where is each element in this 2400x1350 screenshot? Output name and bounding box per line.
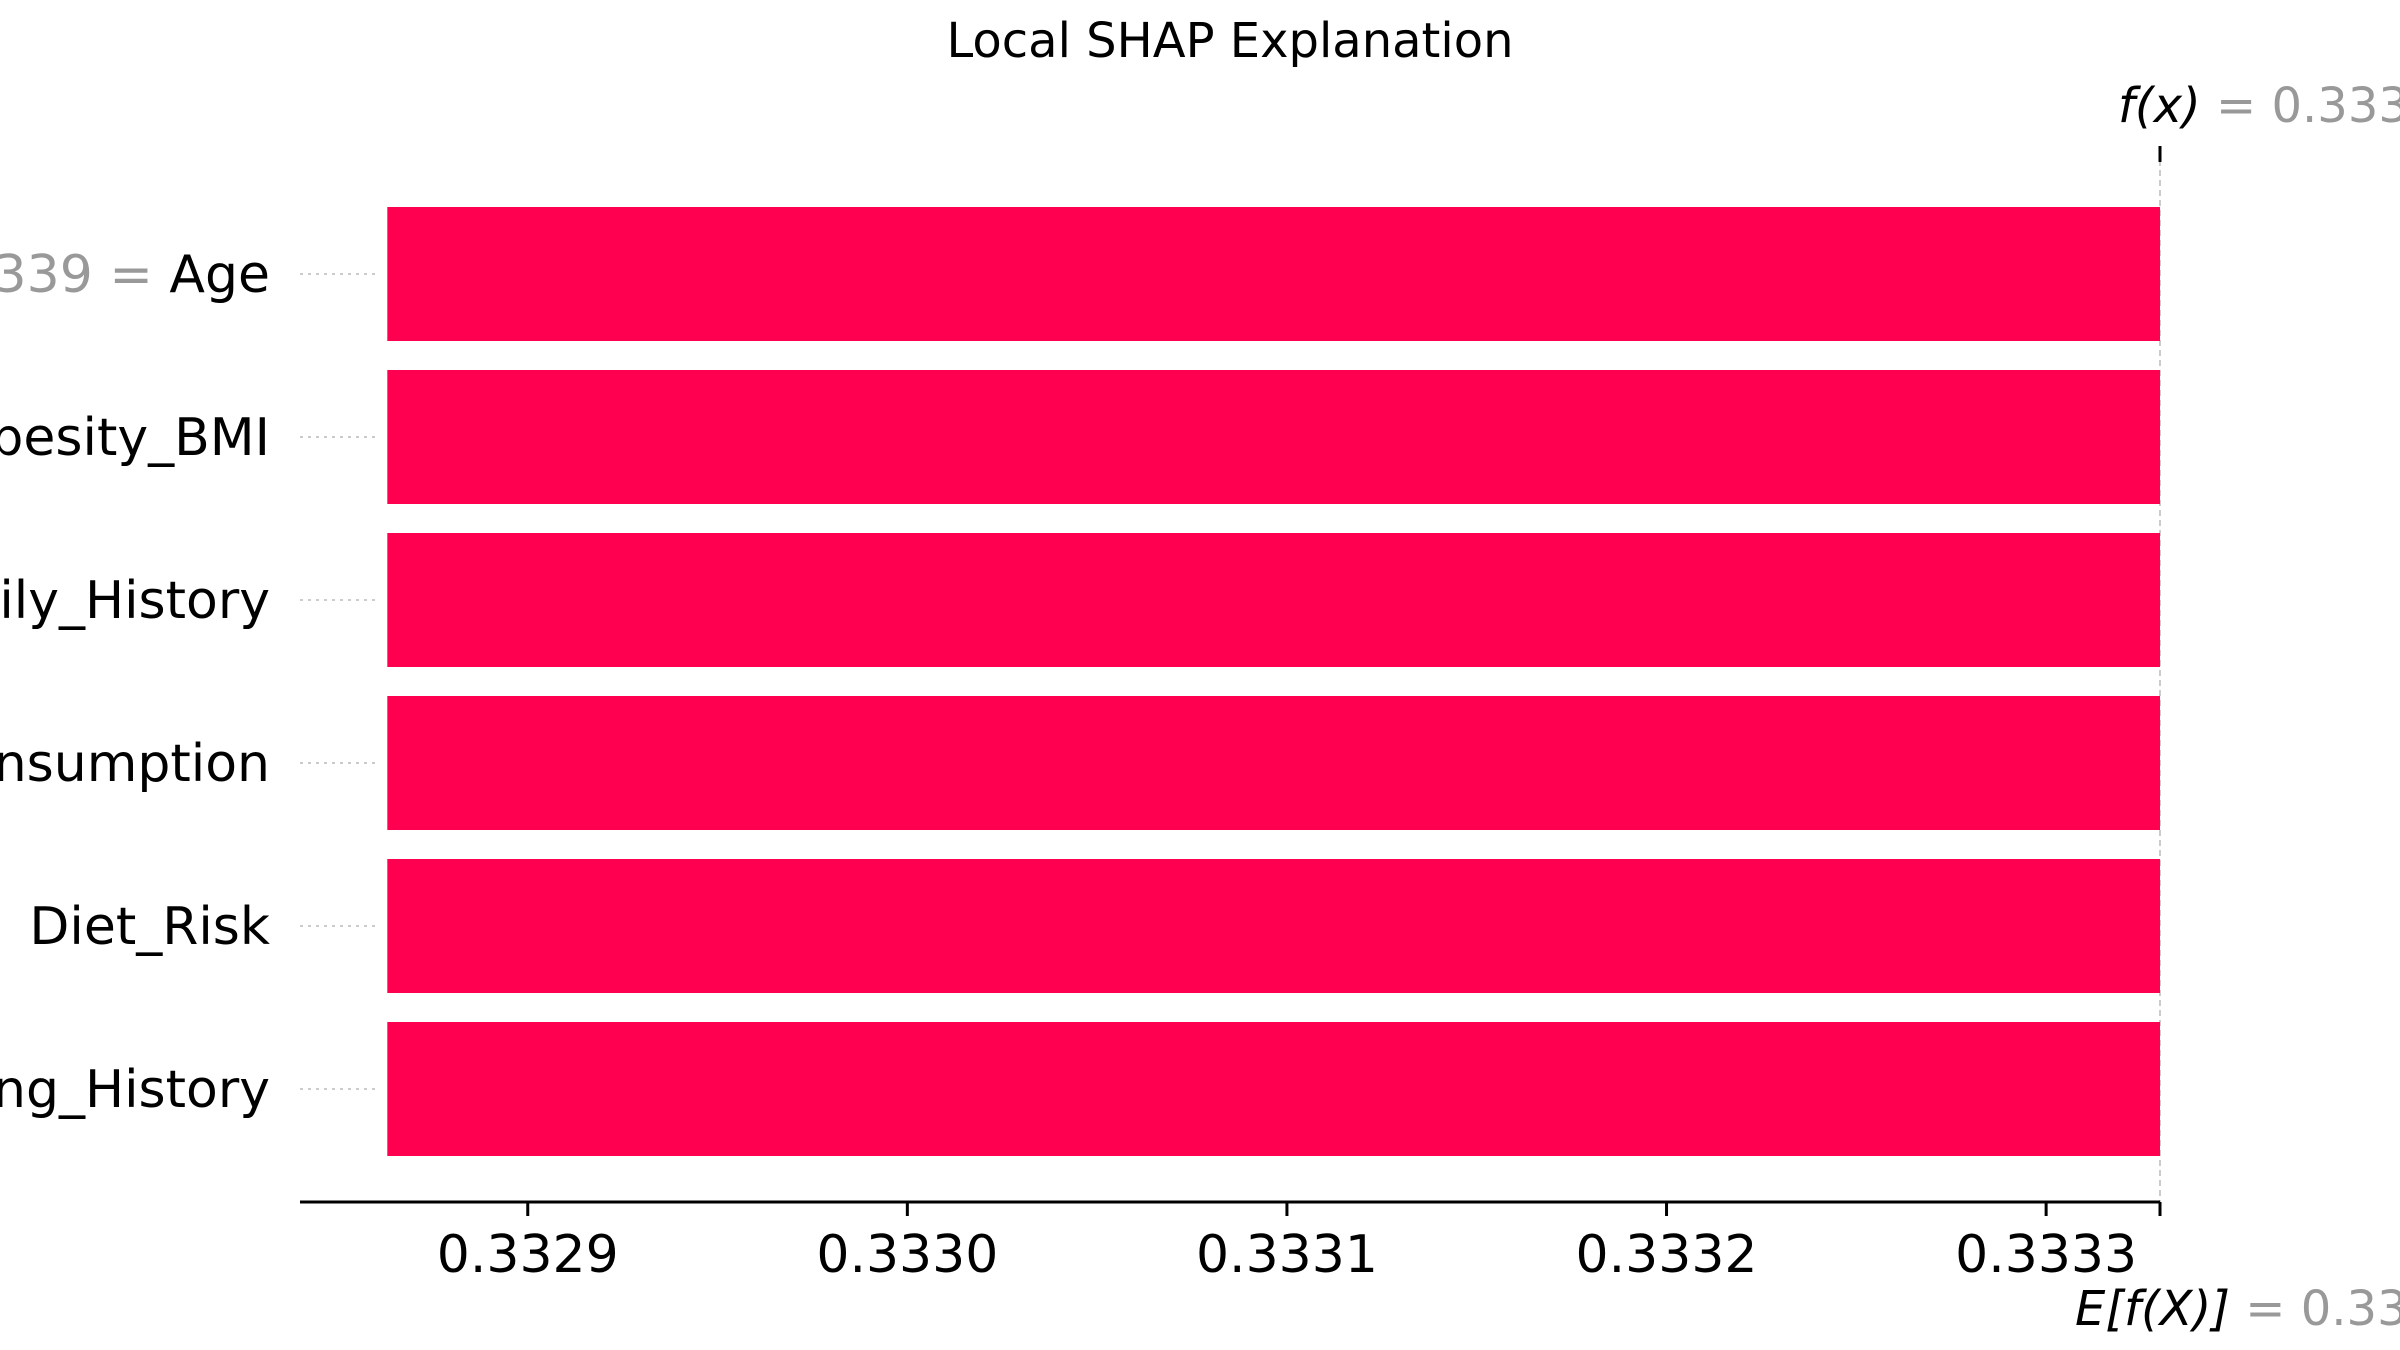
- feature-label-1: 339 = Age: [0, 245, 270, 305]
- x-tick-label-4: 0.3332: [1576, 1225, 1758, 1285]
- efx-symbol: E[f(X)]: [2075, 1281, 2230, 1337]
- feature-name: ily_History: [0, 571, 270, 631]
- feature-labels-group: 339 = Age besity_BMI ily_History nsumption D…: [0, 245, 380, 1120]
- feature-label-6: ng_History: [0, 1060, 270, 1120]
- bars-group: [387, 150, 2161, 1202]
- feature-value: 339 =: [0, 245, 169, 305]
- x-tick-label-3: 0.3331: [1196, 1225, 1378, 1285]
- shap-bar-1: [387, 207, 2160, 341]
- feature-name: besity_BMI: [0, 408, 270, 468]
- feature-label-5: Diet_Risk: [29, 897, 270, 957]
- shap-bar-3: [387, 533, 2160, 667]
- fx-value: = 0.333: [2201, 78, 2400, 134]
- x-axis: 0.3329 0.3330 0.3331 0.3332 0.3333: [300, 1200, 2162, 1285]
- feature-name: ng_History: [0, 1060, 270, 1120]
- feature-label-3: ily_History: [0, 571, 270, 631]
- feature-label-4: nsumption: [0, 734, 270, 794]
- feature-label-2: besity_BMI: [0, 408, 270, 468]
- feature-name: nsumption: [0, 734, 270, 794]
- fx-annotation: f(x) = 0.333: [2118, 78, 2400, 162]
- shap-bar-4: [387, 696, 2160, 830]
- efx-annotation: E[f(X)] = 0.33: [2075, 1281, 2400, 1337]
- feature-name: Diet_Risk: [29, 897, 270, 957]
- x-tick-label-1: 0.3329: [437, 1225, 619, 1285]
- shap-bar-6: [387, 1022, 2160, 1156]
- feature-name: Age: [169, 245, 270, 305]
- efx-value: = 0.33: [2230, 1281, 2400, 1337]
- fx-symbol: f(x): [2118, 78, 2201, 134]
- x-tick-label-5: 0.3333: [1955, 1225, 2137, 1285]
- efx-label: E[f(X)] = 0.33: [2075, 1281, 2400, 1337]
- shap-bar-5: [387, 859, 2160, 993]
- x-tick-label-2: 0.3330: [816, 1225, 998, 1285]
- fx-label: f(x) = 0.333: [2118, 78, 2400, 134]
- chart-title: Local SHAP Explanation: [947, 13, 1514, 69]
- shap-bar-2: [387, 370, 2160, 504]
